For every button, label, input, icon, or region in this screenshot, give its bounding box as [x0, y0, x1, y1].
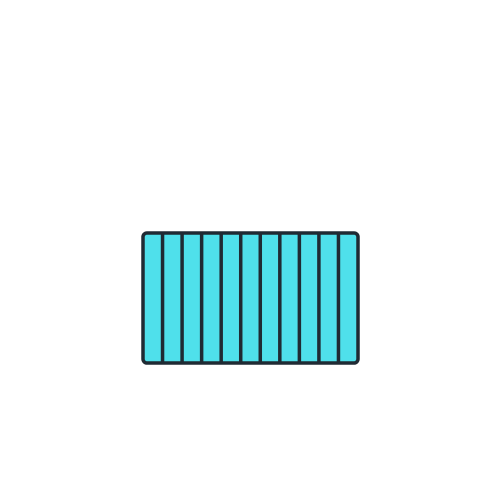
- stripe-dividers: [160, 233, 341, 363]
- striped-panel-icon: [141, 231, 360, 365]
- panel-body: [141, 231, 360, 365]
